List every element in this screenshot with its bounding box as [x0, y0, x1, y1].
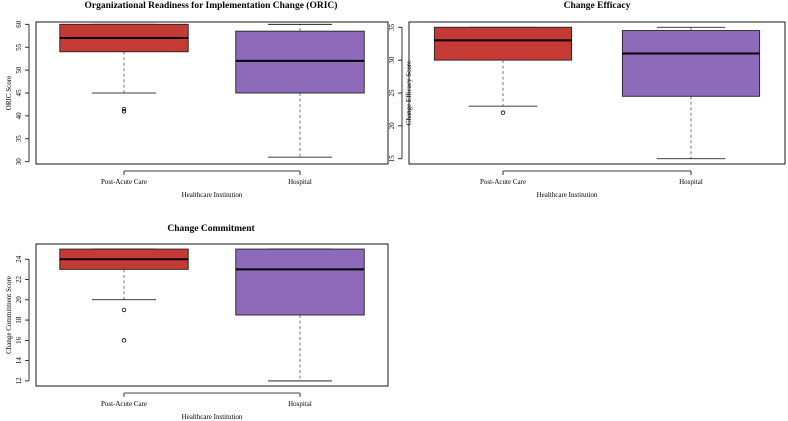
x-tick-label: Hospital	[288, 178, 312, 186]
box-hospital	[235, 23, 365, 158]
x-tick-label: Post-Acute Care	[101, 178, 147, 186]
x-tick-label: Post-Acute Care	[101, 400, 147, 408]
chart-panel-3: Change Commitment Healthcare Institution C…	[5, 224, 389, 421]
y-tick-label: 30	[388, 56, 396, 64]
y-tick-label: 20	[15, 296, 23, 304]
y-tick-label: 20	[388, 122, 396, 129]
outlier-point	[121, 338, 127, 343]
iqr-box	[621, 30, 761, 97]
y-tick-label: 25	[388, 89, 396, 97]
box-hospital	[621, 26, 761, 160]
iqr-box	[235, 248, 365, 316]
outlier-point	[121, 109, 127, 114]
x-axis-title: Healthcare Institution	[182, 413, 243, 421]
y-axis-title: Change Commitment Score	[5, 276, 13, 354]
outlier-point	[121, 106, 127, 112]
chart-panel-1: Organizational Readiness for Implementat…	[5, 0, 389, 199]
y-tick-label: 50	[15, 66, 23, 74]
box-post-acute-care	[59, 23, 189, 114]
iqr-box	[433, 26, 573, 61]
y-tick-label: 35	[15, 135, 23, 143]
y-tick-label: 30	[15, 158, 23, 166]
chart-title: Change Efficacy	[564, 1, 631, 11]
x-tick-label: Hospital	[288, 400, 312, 408]
y-tick-label: 24	[15, 255, 23, 263]
x-tick-label: Hospital	[679, 178, 703, 186]
outlier-point	[121, 307, 127, 313]
x-tick-label: Post-Acute Care	[480, 178, 526, 186]
chart-panel-2: Change Efficacy Healthcare Institution Cha…	[388, 1, 786, 199]
y-axis-title: Change Efficacy Score	[405, 61, 413, 125]
plot-frame	[408, 21, 786, 165]
y-tick-label: 18	[15, 316, 23, 324]
y-tick-label: 40	[15, 112, 23, 120]
y-tick-label: 35	[388, 23, 396, 31]
chart-title: Organizational Readiness for Implementat…	[85, 0, 338, 11]
y-tick-label: 15	[388, 155, 396, 163]
box-post-acute-care	[433, 26, 573, 115]
box-hospital	[235, 248, 365, 382]
x-axis-title: Healthcare Institution	[182, 191, 243, 199]
y-tick-label: 55	[15, 43, 23, 51]
y-tick-label: 12	[15, 377, 23, 385]
outlier-point	[500, 110, 506, 115]
y-tick-label: 60	[15, 20, 23, 28]
y-tick-label: 22	[15, 276, 23, 284]
y-tick-label: 14	[15, 357, 23, 365]
chart-title: Change Commitment	[167, 224, 255, 234]
plot-frame	[35, 21, 389, 165]
y-axis-title: ORIC Score	[5, 76, 13, 110]
y-tick-label: 16	[15, 336, 23, 344]
iqr-box	[235, 30, 365, 94]
plot-frame	[35, 243, 389, 387]
box-post-acute-care	[59, 248, 189, 343]
x-axis-title: Healthcare Institution	[537, 191, 598, 199]
y-tick-label: 45	[15, 89, 23, 97]
